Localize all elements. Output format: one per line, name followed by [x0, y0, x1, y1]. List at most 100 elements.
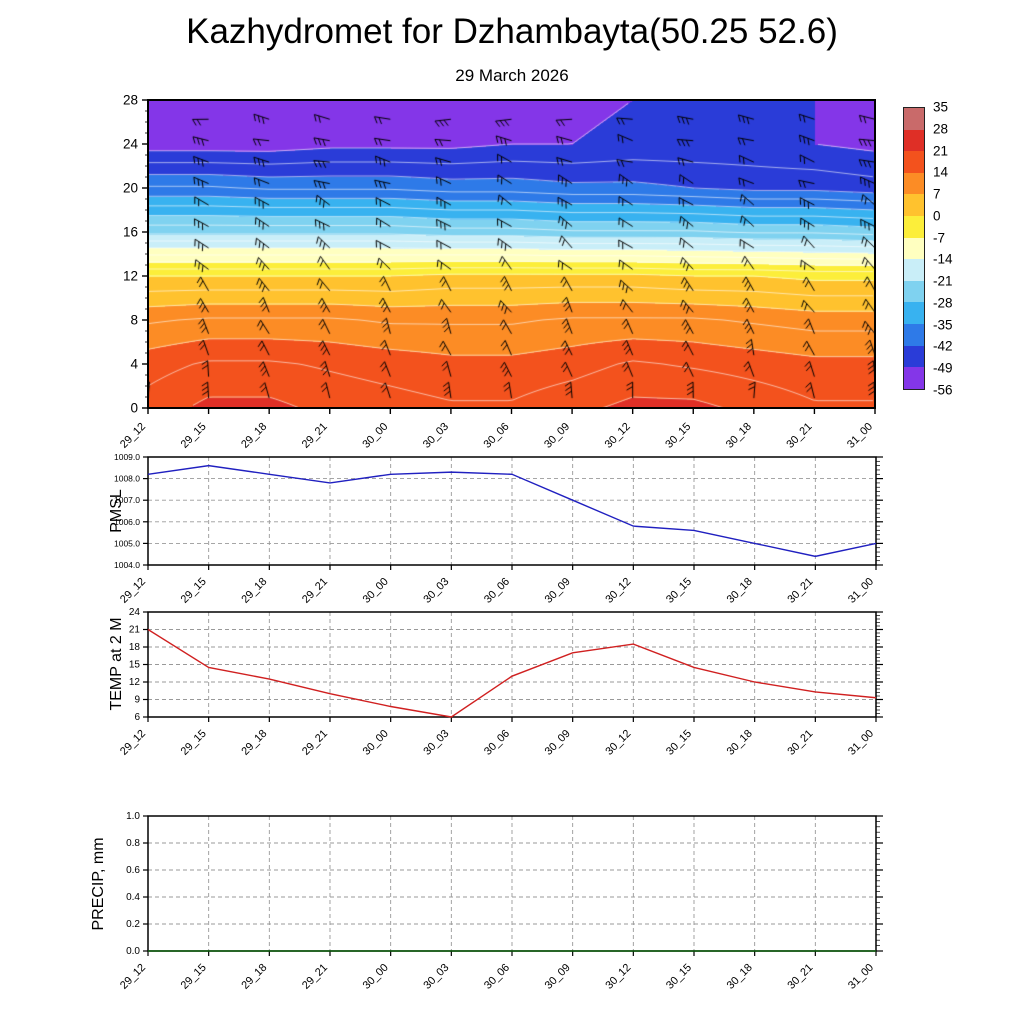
x-tick-label: 31_00 — [846, 728, 876, 758]
x-tick-label: 29_15 — [179, 576, 209, 606]
data-line — [147, 628, 877, 718]
precip-chart: 0.0 0.2 0.4 0.6 0.8 1.0 29_12 29_15 29_18 29_21 30… — [118, 811, 883, 992]
x-tick-label: 29_15 — [179, 728, 209, 758]
y-tick-label: 0.8 — [126, 838, 140, 849]
x-tick-label: 29_18 — [239, 962, 269, 992]
x-tick-label: 30_15 — [663, 421, 693, 451]
x-tick-label: 30_15 — [664, 576, 694, 606]
y-tick-label: 28 — [123, 93, 138, 108]
y-tick-label: 6 — [134, 712, 140, 723]
y-tick-label: 21 — [129, 625, 141, 636]
colorbar-tick-label: 21 — [933, 143, 949, 159]
temp-chart: 6 9 12 15 18 21 24 29_12 29_15 29_18 29_21 30_00 30_… — [118, 607, 883, 758]
colorbar-tick-label: 35 — [933, 99, 949, 115]
colorbar-segment — [904, 302, 924, 325]
y-tick-label: 0.2 — [126, 919, 140, 930]
colorbar-segment — [904, 216, 924, 238]
x-tick-label: 30_12 — [603, 962, 633, 992]
y-tick-label: 1009.0 — [114, 452, 140, 462]
x-tick-label: 30_12 — [603, 421, 633, 451]
y-tick-label: 0.6 — [126, 865, 140, 876]
x-tick-label: 29_12 — [118, 421, 148, 451]
x-tick-label: 30_21 — [784, 421, 814, 451]
y-tick-label: 12 — [129, 677, 141, 688]
colorbar-segment — [904, 280, 924, 303]
frame — [147, 611, 877, 718]
x-tick-label: 29_12 — [118, 576, 148, 606]
x-tick-label: 30_06 — [482, 962, 512, 992]
colorbar-segment — [904, 345, 924, 368]
x-tick-label: 30_09 — [543, 728, 573, 758]
colorbar-segment — [904, 129, 924, 152]
colorbar-segment — [904, 151, 924, 173]
pmsl-chart: 1004.01005.01006.01007.01008.01009.029_1… — [114, 452, 883, 606]
colorbar-tick-label: 7 — [933, 186, 941, 202]
colorbar-tick-label: 14 — [933, 164, 949, 180]
x-tick-label: 30_18 — [725, 962, 755, 992]
x-tick-label: 30_00 — [361, 576, 391, 606]
frame — [147, 456, 877, 566]
y-tick-label: 1004.0 — [114, 560, 140, 570]
y-tick-label: 18 — [129, 642, 141, 653]
y-tick-label: 1005.0 — [114, 538, 140, 548]
colorbar-segment — [904, 237, 924, 260]
colorbar-segment — [904, 194, 924, 217]
x-tick-label: 30_18 — [725, 728, 755, 758]
x-tick-label: 30_03 — [421, 421, 451, 451]
colorbar-tick-label: 28 — [933, 121, 949, 137]
x-tick-label: 30_00 — [360, 421, 390, 451]
colorbar-tick-label: -49 — [933, 360, 953, 376]
x-tick-label: 29_21 — [300, 421, 330, 451]
x-tick-label: 30_15 — [664, 728, 694, 758]
frame — [147, 815, 877, 952]
y-tick-label: 16 — [123, 225, 138, 240]
y-tick-label: 24 — [123, 137, 139, 152]
x-tick-label: 30_03 — [421, 728, 451, 758]
x-tick-label: 31_00 — [846, 962, 876, 992]
x-tick-label: 30_21 — [785, 576, 815, 606]
x-tick-label: 30_21 — [785, 962, 815, 992]
figure-subtitle: 29 March 2026 — [455, 66, 569, 85]
pmsl-axis-title: PMSL — [108, 489, 125, 533]
x-tick-label: 30_12 — [603, 728, 633, 758]
x-tick-label: 30_09 — [543, 576, 573, 606]
x-tick-label: 30_18 — [725, 576, 755, 606]
y-tick-label: 24 — [129, 607, 141, 618]
x-tick-label: 29_12 — [118, 728, 148, 758]
x-tick-label: 29_18 — [239, 576, 269, 606]
x-tick-label: 30_00 — [361, 728, 391, 758]
x-tick-label: 31_00 — [846, 576, 876, 606]
figure-title: Kazhydromet for Dzhambayta(50.25 52.6) — [186, 12, 838, 51]
data-line — [147, 464, 877, 558]
colorbar-tick-label: -42 — [933, 338, 953, 354]
x-tick-label: 30_06 — [482, 421, 512, 451]
y-tick-label: 1.0 — [126, 811, 140, 822]
x-tick-label: 30_09 — [542, 421, 572, 451]
x-tick-label: 30_03 — [421, 962, 451, 992]
x-tick-label: 30_06 — [482, 728, 512, 758]
colorbar-segment — [904, 259, 924, 281]
y-tick-label: 20 — [123, 181, 138, 196]
colorbar-tick-label: -35 — [933, 317, 953, 333]
colorbar-tick-label: -14 — [933, 251, 953, 267]
colorbar-segment — [904, 324, 924, 346]
y-tick-label: 0.0 — [126, 946, 140, 957]
colorbar-tick-label: -21 — [933, 273, 953, 289]
x-tick-label: 29_18 — [239, 728, 269, 758]
colorbar — [903, 107, 925, 390]
x-tick-label: 30_18 — [724, 421, 754, 451]
y-tick-label: 15 — [129, 660, 141, 671]
x-tick-label: 29_21 — [300, 576, 330, 606]
x-tick-label: 29_21 — [300, 728, 330, 758]
y-tick-label: 0 — [130, 401, 138, 416]
precip-axis-title: PRECIP, mm — [90, 837, 107, 931]
colorbar-segment — [904, 172, 924, 195]
colorbar-tick-label: -7 — [933, 230, 946, 246]
x-tick-label: 31_00 — [845, 421, 875, 451]
x-tick-label: 30_15 — [664, 962, 694, 992]
x-tick-label: 30_00 — [361, 962, 391, 992]
colorbar-tick-label: -28 — [933, 295, 953, 311]
x-tick-label: 30_21 — [785, 728, 815, 758]
y-tick-label: 12 — [123, 269, 138, 284]
